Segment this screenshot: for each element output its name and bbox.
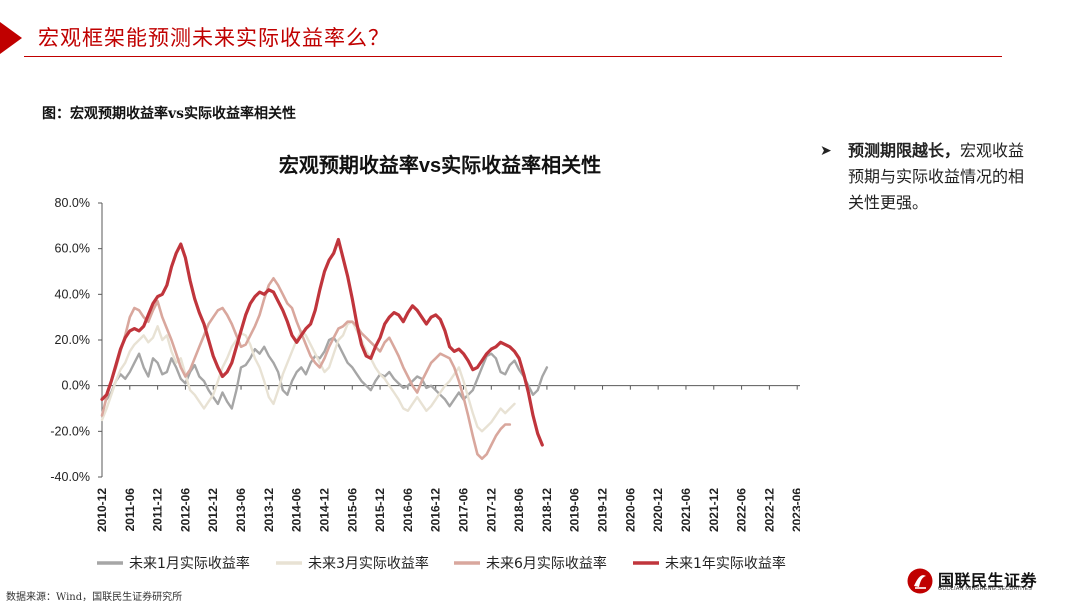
bullet-rest-text: 宏观收益预期与实际收益情况的相关性更强。 (848, 141, 1025, 212)
legend-label-3: 未来6月实际收益率 (486, 555, 607, 572)
bullet-point: ➤ 预测期限越长，宏观收益预期与实际收益情况的相关性更强。 (820, 138, 1035, 216)
series-line-1 (100, 336, 549, 410)
x-tick-label: 2021-06 (679, 488, 693, 532)
arrow-bullet-icon: ➤ (820, 143, 832, 159)
y-tick-label: 20.0% (55, 333, 90, 347)
x-tick-label: 2019-12 (596, 488, 610, 532)
bullet-bold-text: 预测期限越长， (848, 141, 961, 160)
x-tick-label: 2018-12 (540, 488, 554, 532)
x-tick-label: 2018-06 (512, 488, 526, 532)
title-divider (24, 56, 1002, 57)
x-tick-label: 2022-06 (735, 488, 749, 532)
company-logo: 国联民生证券 GUOLIAN MINSHENG SECURITIES (906, 566, 1046, 596)
y-tick-label: 40.0% (55, 287, 90, 301)
x-tick-label: 2010-12 (95, 488, 109, 532)
bullet-text: 预测期限越长，宏观收益预期与实际收益情况的相关性更强。 (820, 138, 1035, 216)
series-line-2 (100, 320, 516, 433)
y-tick-label: -40.0% (50, 470, 90, 484)
x-tick-label: 2015-12 (373, 488, 387, 532)
figure-caption: 图：宏观预期收益率vs实际收益率相关性 (42, 106, 297, 122)
series-line-3 (100, 277, 512, 460)
chart-title: 宏观预期收益率vs实际收益率相关性 (279, 153, 601, 177)
x-tick-label: 2011-12 (151, 488, 165, 532)
y-tick-label: -20.0% (50, 424, 90, 438)
x-tick-label: 2012-12 (206, 488, 220, 532)
x-tick-label: 2019-06 (568, 488, 582, 532)
legend-label-4: 未来1年实际收益率 (665, 555, 786, 572)
title-marker (0, 22, 22, 54)
x-tick-label: 2013-06 (234, 488, 248, 532)
x-tick-label: 2014-12 (317, 488, 331, 532)
x-tick-label: 2017-12 (484, 488, 498, 532)
x-tick-label: 2015-06 (345, 488, 359, 532)
x-tick-label: 2011-06 (123, 488, 137, 532)
x-tick-label: 2013-12 (262, 488, 276, 532)
x-tick-label: 2016-06 (401, 488, 415, 532)
x-tick-label: 2014-06 (290, 488, 304, 532)
logo-english-name: GUOLIAN MINSHENG SECURITIES (938, 586, 1033, 592)
x-tick-label: 2020-06 (623, 488, 637, 532)
x-tick-label: 2017-06 (457, 488, 471, 532)
legend-label-2: 未来3月实际收益率 (308, 555, 429, 572)
x-tick-label: 2023-06 (790, 488, 800, 532)
y-tick-label: 60.0% (55, 242, 90, 256)
series-line-4 (100, 237, 544, 447)
source-note: 数据来源：Wind，国联民生证券研究所 (6, 592, 183, 603)
logo-chinese-name: 国联民生证券 (938, 571, 1038, 590)
x-tick-label: 2022-12 (762, 488, 776, 532)
y-tick-label: 0.0% (62, 379, 91, 393)
x-tick-label: 2021-12 (707, 488, 721, 532)
chart: 宏观预期收益率vs实际收益率相关性 80.0% 60.0% 40.0% 20.0% 0.0… (50, 153, 800, 572)
logo-mark-icon (907, 568, 933, 594)
page-title: 宏观框架能预测未来实际收益率么？ (38, 26, 390, 50)
y-tick-label: 80.0% (55, 196, 90, 210)
x-tick-label: 2016-12 (429, 488, 443, 532)
x-tick-label: 2020-12 (651, 488, 665, 532)
x-tick-label: 2012-06 (178, 488, 192, 532)
legend-label-1: 未来1月实际收益率 (129, 555, 250, 572)
